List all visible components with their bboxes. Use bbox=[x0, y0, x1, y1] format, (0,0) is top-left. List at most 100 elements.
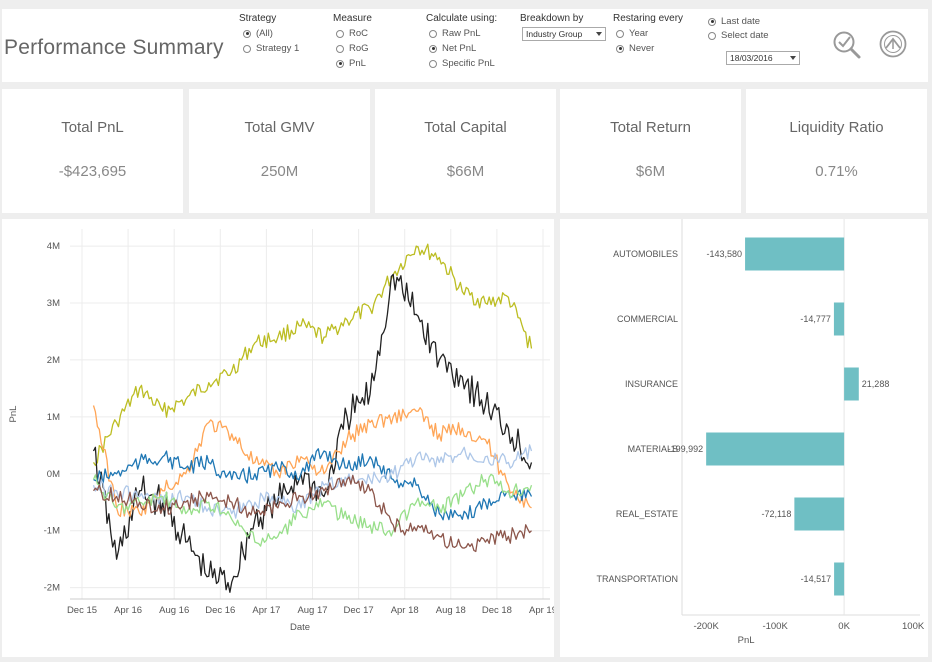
data-label: -199,992 bbox=[668, 444, 704, 454]
radio-icon bbox=[708, 17, 716, 26]
y-tick-label: -2M bbox=[44, 583, 60, 594]
dashboard-gauge-icon[interactable] bbox=[878, 29, 908, 59]
x-tick-label: Aug 18 bbox=[436, 605, 466, 616]
data-label: -143,580 bbox=[707, 249, 743, 259]
calculate-option-net[interactable]: Net PnL bbox=[429, 43, 476, 54]
x-axis-title: Date bbox=[290, 622, 310, 633]
strategy-option-all[interactable]: (All) bbox=[243, 28, 273, 39]
y-tick-label: -1M bbox=[44, 526, 60, 537]
y-tick-label: 0M bbox=[47, 469, 60, 480]
x-tick-label: Apr 18 bbox=[391, 605, 419, 616]
date-option-last[interactable]: Last date bbox=[708, 16, 760, 27]
radio-icon bbox=[616, 29, 624, 38]
radio-icon bbox=[616, 44, 624, 53]
bar bbox=[745, 237, 845, 271]
series-line bbox=[92, 474, 532, 553]
x-tick-label: Dec 16 bbox=[205, 605, 235, 616]
restarting-option-never[interactable]: Never bbox=[616, 43, 654, 54]
series-line bbox=[93, 448, 533, 521]
measure-label: Measure bbox=[333, 13, 372, 24]
analyze-icon[interactable] bbox=[831, 29, 863, 61]
y-tick-label: 1M bbox=[47, 412, 60, 423]
pnl-bar-chart-panel: -200K -100K 0K 100K PnL AUTOMOBILES -143,580 CO… bbox=[560, 219, 928, 657]
x-tick-label: Apr 19 bbox=[529, 605, 554, 616]
kpi-label: Liquidity Ratio bbox=[789, 119, 884, 136]
kpi-total-return: Total Return $6M bbox=[560, 89, 741, 213]
breakdown-select[interactable]: Industry Group bbox=[522, 27, 606, 41]
x-tick-label: Apr 17 bbox=[252, 605, 280, 616]
y-tick-label: 3M bbox=[47, 298, 60, 309]
x-tick-label: Dec 17 bbox=[344, 605, 374, 616]
data-label: -14,777 bbox=[800, 314, 831, 324]
kpi-total-gmv: Total GMV 250M bbox=[189, 89, 370, 213]
category-label: MATERIALS bbox=[628, 444, 678, 454]
kpi-label: Total Capital bbox=[424, 119, 507, 136]
kpi-value: $66M bbox=[446, 163, 485, 180]
radio-icon bbox=[243, 44, 251, 53]
x-tick-label: Dec 18 bbox=[482, 605, 512, 616]
data-label: 21,288 bbox=[862, 379, 890, 389]
measure-option-rog[interactable]: RoG bbox=[336, 43, 369, 54]
radio-icon bbox=[429, 44, 437, 53]
page-title: Performance Summary bbox=[4, 36, 224, 59]
x-tick-label: 0K bbox=[838, 621, 850, 632]
x-tick-label: 100K bbox=[902, 621, 925, 632]
bar bbox=[706, 432, 845, 466]
restarting-label: Restaring every bbox=[613, 13, 684, 24]
kpi-liquidity-ratio: Liquidity Ratio 0.71% bbox=[746, 89, 927, 213]
radio-icon bbox=[336, 59, 344, 68]
kpi-total-pnl: Total PnL -$423,695 bbox=[2, 89, 183, 213]
kpi-label: Total Return bbox=[610, 119, 691, 136]
calculate-option-raw[interactable]: Raw PnL bbox=[429, 28, 481, 39]
radio-icon bbox=[429, 29, 437, 38]
pnl-line-chart-panel: Dec 15 Apr 16 Aug 16 Dec 16 Apr 17 Aug 17 Dec … bbox=[2, 219, 557, 657]
data-label: -72,118 bbox=[762, 509, 792, 519]
calculate-label: Calculate using: bbox=[426, 13, 498, 24]
kpi-value: -$423,695 bbox=[58, 163, 127, 180]
radio-icon bbox=[708, 31, 716, 40]
strategy-label: Strategy bbox=[239, 13, 277, 24]
series-line bbox=[92, 243, 533, 466]
kpi-label: Total PnL bbox=[61, 119, 124, 136]
kpi-label: Total GMV bbox=[244, 119, 315, 136]
y-tick-label: 2M bbox=[47, 355, 60, 366]
x-tick-label: -200K bbox=[693, 621, 719, 632]
filter-header: Performance Summary Strategy (All) Strat… bbox=[2, 9, 928, 82]
bar bbox=[844, 367, 859, 401]
strategy-option-1[interactable]: Strategy 1 bbox=[243, 43, 299, 54]
caret-down-icon bbox=[596, 32, 602, 36]
date-select[interactable]: 18/03/2016 bbox=[726, 51, 800, 65]
pnl-bar-chart: -200K -100K 0K 100K PnL AUTOMOBILES -143,580 CO… bbox=[596, 219, 925, 646]
measure-option-roc[interactable]: RoC bbox=[336, 28, 368, 39]
y-axis-title: PnL bbox=[8, 406, 19, 423]
bar bbox=[794, 497, 845, 531]
series-line bbox=[92, 405, 532, 518]
category-label: TRANSPORTATION bbox=[596, 574, 678, 584]
measure-option-pnl[interactable]: PnL bbox=[336, 58, 366, 69]
category-label: AUTOMOBILES bbox=[613, 249, 678, 259]
x-tick-label: Apr 16 bbox=[114, 605, 142, 616]
bar bbox=[834, 562, 845, 596]
restarting-option-year[interactable]: Year bbox=[616, 28, 648, 39]
data-label: -14,517 bbox=[801, 574, 832, 584]
kpi-value: $6M bbox=[635, 163, 666, 180]
kpi-total-capital: Total Capital $66M bbox=[375, 89, 556, 213]
radio-icon bbox=[243, 29, 251, 38]
series-line bbox=[92, 473, 533, 547]
radio-icon bbox=[336, 29, 344, 38]
x-tick-label: Aug 17 bbox=[297, 605, 327, 616]
category-label: REAL_ESTATE bbox=[616, 509, 678, 519]
radio-icon bbox=[429, 59, 437, 68]
category-label: INSURANCE bbox=[625, 379, 678, 389]
x-tick-label: Dec 15 bbox=[67, 605, 97, 616]
bar bbox=[833, 302, 845, 336]
date-option-select[interactable]: Select date bbox=[708, 30, 769, 41]
x-tick-label: -100K bbox=[762, 621, 788, 632]
x-tick-label: Aug 16 bbox=[159, 605, 189, 616]
caret-down-icon bbox=[790, 56, 796, 60]
pnl-line-chart: Dec 15 Apr 16 Aug 16 Dec 16 Apr 17 Aug 17 Dec … bbox=[8, 229, 557, 633]
calculate-option-specific[interactable]: Specific PnL bbox=[429, 58, 495, 69]
radio-icon bbox=[336, 44, 344, 53]
category-label: COMMERCIAL bbox=[617, 314, 678, 324]
kpi-value: 250M bbox=[260, 163, 299, 180]
